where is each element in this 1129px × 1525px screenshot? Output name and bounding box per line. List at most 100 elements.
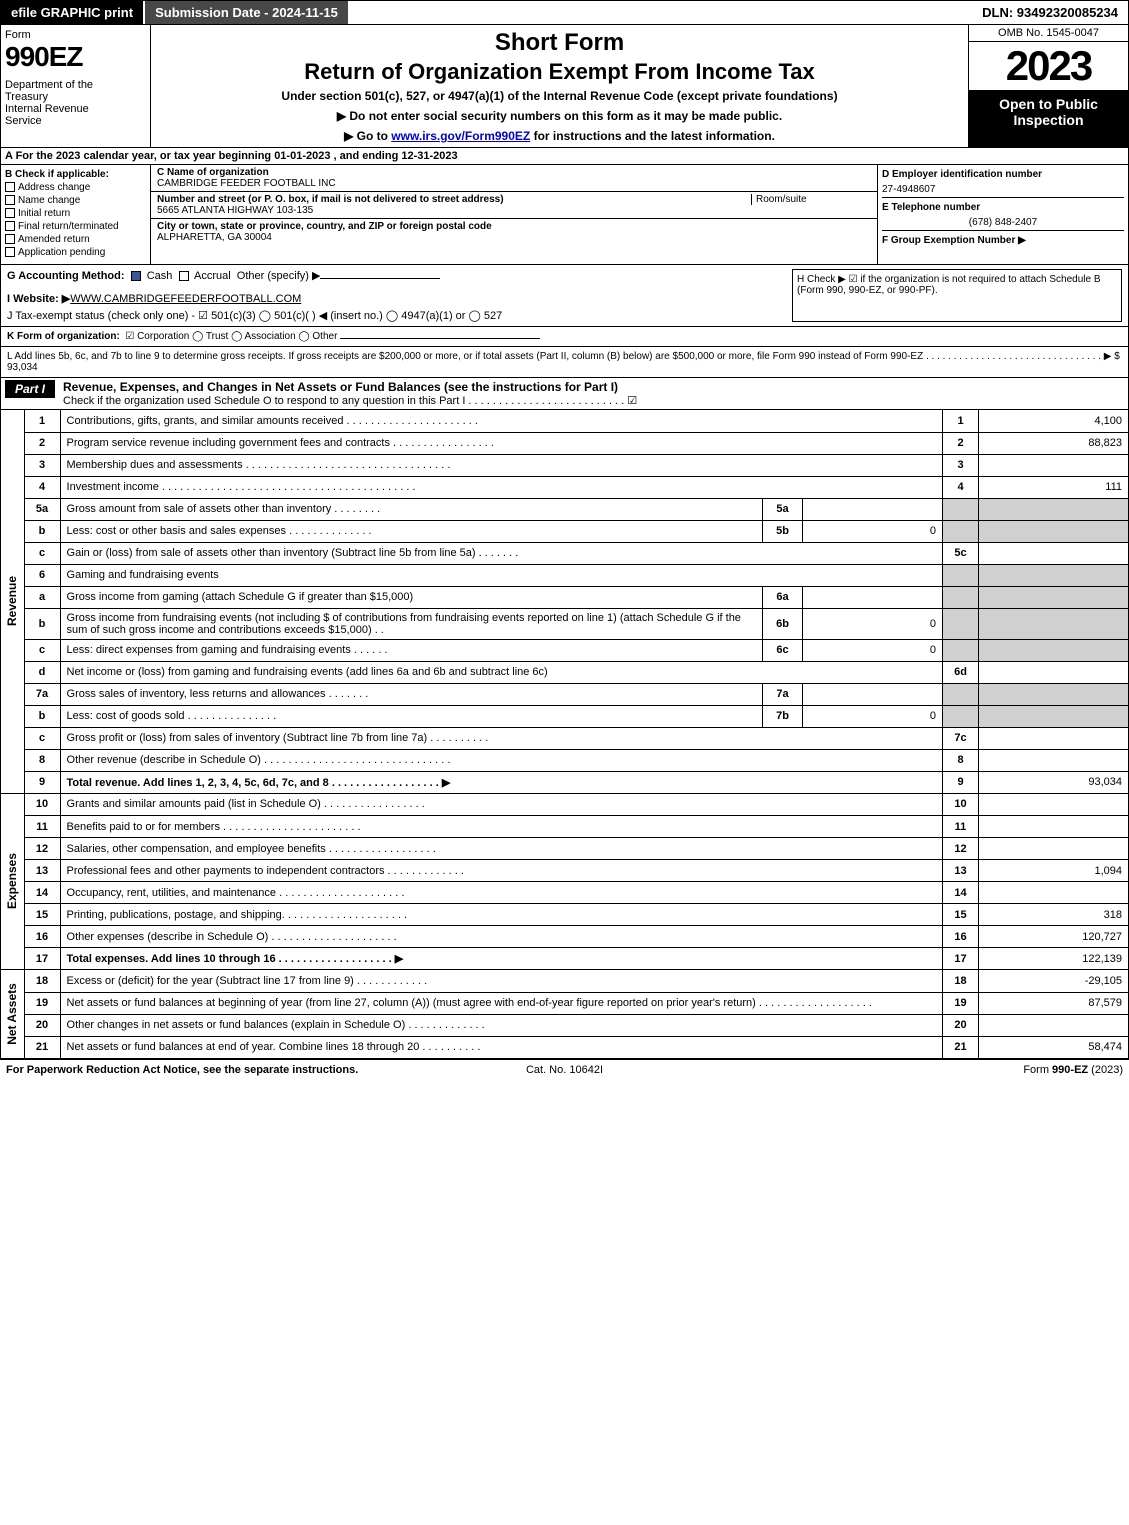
- line-10-desc: Grants and similar amounts paid (list in…: [60, 794, 942, 816]
- line-5b-rgrey: [943, 520, 979, 542]
- k-form-organization: K Form of organization: ☑ Corporation ◯ …: [0, 327, 1129, 347]
- line-9-val: 93,034: [979, 771, 1129, 793]
- line-7c-val: [979, 727, 1129, 749]
- short-form-title: Short Form: [155, 29, 964, 57]
- line-3-rnum: 3: [943, 454, 979, 476]
- line-6a-subln: 6a: [763, 586, 803, 608]
- line-4-val: 111: [979, 476, 1129, 498]
- org-address: 5665 ATLANTA HIGHWAY 103-135: [157, 205, 871, 216]
- line-5a-subval: [803, 498, 943, 520]
- revenue-block: Revenue 1Contributions, gifts, grants, a…: [0, 410, 1129, 794]
- line-6a-desc: Gross income from gaming (attach Schedul…: [60, 586, 762, 608]
- line-20-val: [979, 1014, 1129, 1036]
- b-label: B Check if applicable:: [5, 169, 146, 180]
- section-bcd: B Check if applicable: Address change Na…: [0, 165, 1129, 265]
- submission-date: Submission Date - 2024-11-15: [145, 1, 348, 24]
- line-8-num: 8: [24, 749, 60, 771]
- line-6d-rnum: 6d: [943, 661, 979, 683]
- line-5a-rgrey: [943, 498, 979, 520]
- netassets-side-label: Net Assets: [5, 983, 19, 1045]
- line-9-rnum: 9: [943, 771, 979, 793]
- irs-link[interactable]: www.irs.gov/Form990EZ: [391, 129, 530, 143]
- section-gh: G Accounting Method: Cash Accrual Other …: [0, 265, 1129, 327]
- line-6a-vgrey: [979, 586, 1129, 608]
- line-14-val: [979, 882, 1129, 904]
- line-20-rnum: 20: [943, 1014, 979, 1036]
- line-19-desc: Net assets or fund balances at beginning…: [60, 992, 942, 1014]
- chk-name-change[interactable]: Name change: [5, 195, 146, 206]
- chk-address-change[interactable]: Address change: [5, 182, 146, 193]
- k-other-input[interactable]: [340, 338, 540, 339]
- c-city-label: City or town, state or province, country…: [157, 221, 871, 232]
- line-7b-subval: 0: [803, 705, 943, 727]
- line-5c-val: [979, 542, 1129, 564]
- website-value[interactable]: WWW.CAMBRIDGEFEEDERFOOTBALL.COM: [70, 293, 301, 305]
- line-21-desc: Net assets or fund balances at end of ye…: [60, 1036, 942, 1058]
- line-13-num: 13: [24, 860, 60, 882]
- line-15-val: 318: [979, 904, 1129, 926]
- line-1-rnum: 1: [943, 410, 979, 432]
- line-6a-subval: [803, 586, 943, 608]
- line-6c-subln: 6c: [763, 639, 803, 661]
- other-input[interactable]: [320, 278, 440, 279]
- chk-accrual[interactable]: [179, 271, 189, 281]
- line-14-num: 14: [24, 882, 60, 904]
- line-5a-num: 5a: [24, 498, 60, 520]
- expenses-block: Expenses 10Grants and similar amounts pa…: [0, 794, 1129, 971]
- link-note: ▶ Go to www.irs.gov/Form990EZ for instru…: [155, 129, 964, 143]
- line-16-num: 16: [24, 926, 60, 948]
- line-6b-rgrey: [943, 608, 979, 639]
- i-website: I Website: ▶WWW.CAMBRIDGEFEEDERFOOTBALL.…: [7, 292, 788, 305]
- other-label: Other (specify) ▶: [237, 270, 321, 282]
- chk-amended-return[interactable]: Amended return: [5, 234, 146, 245]
- line-1-desc: Contributions, gifts, grants, and simila…: [60, 410, 942, 432]
- line-5a-subln: 5a: [763, 498, 803, 520]
- line-21-num: 21: [24, 1036, 60, 1058]
- line-6d-desc: Net income or (loss) from gaming and fun…: [60, 661, 942, 683]
- line-5c-num: c: [24, 542, 60, 564]
- line-11-desc: Benefits paid to or for members . . . . …: [60, 816, 942, 838]
- line-13-rnum: 13: [943, 860, 979, 882]
- footer-left: For Paperwork Reduction Act Notice, see …: [6, 1064, 378, 1076]
- line-4-num: 4: [24, 476, 60, 498]
- footer-center: Cat. No. 10642I: [378, 1064, 750, 1076]
- form-header: Form 990EZ Department of theTreasuryInte…: [0, 25, 1129, 148]
- k-options: ☑ Corporation ◯ Trust ◯ Association ◯ Ot…: [125, 331, 337, 342]
- accrual-label: Accrual: [194, 270, 231, 282]
- line-5c-rnum: 5c: [943, 542, 979, 564]
- k-label: K Form of organization:: [7, 331, 120, 342]
- chk-initial-return[interactable]: Initial return: [5, 208, 146, 219]
- line-16-rnum: 16: [943, 926, 979, 948]
- line-18-val: -29,105: [979, 970, 1129, 992]
- line-7b-desc: Less: cost of goods sold . . . . . . . .…: [60, 705, 762, 727]
- chk-cash[interactable]: [131, 271, 141, 281]
- expenses-side-label: Expenses: [5, 853, 19, 909]
- g-accounting-method: G Accounting Method: Cash Accrual Other …: [7, 269, 788, 282]
- line-5b-subln: 5b: [763, 520, 803, 542]
- row-a-tax-year: A For the 2023 calendar year, or tax yea…: [0, 148, 1129, 165]
- line-18-num: 18: [24, 970, 60, 992]
- line-8-val: [979, 749, 1129, 771]
- line-6c-vgrey: [979, 639, 1129, 661]
- page-footer: For Paperwork Reduction Act Notice, see …: [0, 1059, 1129, 1080]
- line-3-num: 3: [24, 454, 60, 476]
- line-7a-rgrey: [943, 683, 979, 705]
- line-7b-subln: 7b: [763, 705, 803, 727]
- netassets-table: 18Excess or (deficit) for the year (Subt…: [24, 970, 1129, 1059]
- chk-application-pending[interactable]: Application pending: [5, 247, 146, 258]
- tel-value: (678) 848-2407: [882, 217, 1124, 231]
- efile-print-button[interactable]: efile GRAPHIC print: [1, 1, 145, 24]
- line-12-rnum: 12: [943, 838, 979, 860]
- chk-final-return[interactable]: Final return/terminated: [5, 221, 146, 232]
- line-14-desc: Occupancy, rent, utilities, and maintena…: [60, 882, 942, 904]
- line-15-desc: Printing, publications, postage, and shi…: [60, 904, 942, 926]
- line-6c-rgrey: [943, 639, 979, 661]
- line-4-desc: Investment income . . . . . . . . . . . …: [60, 476, 942, 498]
- form-subtitle: Under section 501(c), 527, or 4947(a)(1)…: [155, 89, 964, 103]
- line-6b-desc: Gross income from fundraising events (no…: [60, 608, 762, 639]
- line-11-val: [979, 816, 1129, 838]
- line-1-num: 1: [24, 410, 60, 432]
- part1-label: Part I: [5, 380, 55, 398]
- line-14-rnum: 14: [943, 882, 979, 904]
- line-21-rnum: 21: [943, 1036, 979, 1058]
